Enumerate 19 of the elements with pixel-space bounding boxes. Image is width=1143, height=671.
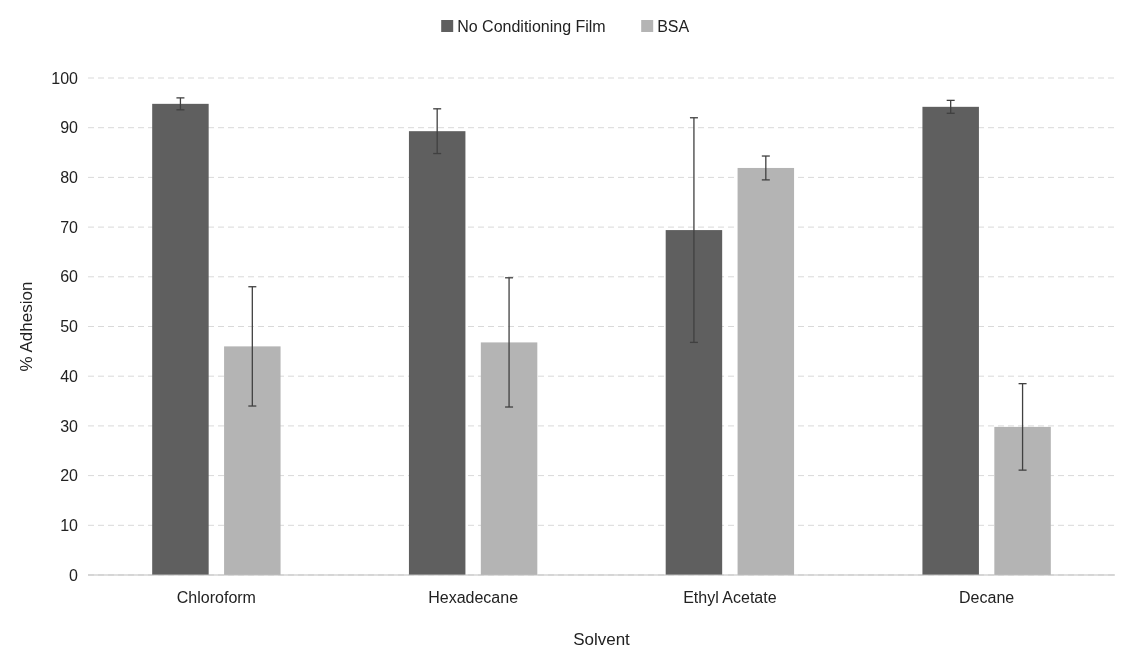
y-tick-label: 60	[60, 268, 79, 286]
y-tick-label: 40	[60, 367, 79, 385]
y-tick-label: 100	[51, 69, 79, 87]
y-tick-label: 30	[60, 417, 79, 435]
y-tick-label: 20	[60, 467, 79, 485]
legend-label: No Conditioning Film	[457, 17, 606, 35]
y-tick-label: 50	[60, 318, 79, 336]
x-tick-label: Hexadecane	[428, 589, 519, 606]
x-tick-label: Ethyl Acetate	[683, 589, 777, 606]
y-tick-label: 0	[69, 566, 79, 584]
y-axis-title: % Adhesion	[17, 281, 36, 372]
legend-label: BSA	[657, 17, 690, 35]
x-tick-label: Decane	[959, 589, 1015, 606]
y-tick-label: 70	[60, 218, 79, 236]
x-tick-label: Chloroform	[176, 589, 256, 606]
x-axis-title: Solvent	[573, 630, 631, 649]
y-tick-label: 80	[60, 169, 79, 186]
y-tick-label: 10	[60, 516, 79, 534]
y-tick-label: 90	[60, 119, 79, 137]
